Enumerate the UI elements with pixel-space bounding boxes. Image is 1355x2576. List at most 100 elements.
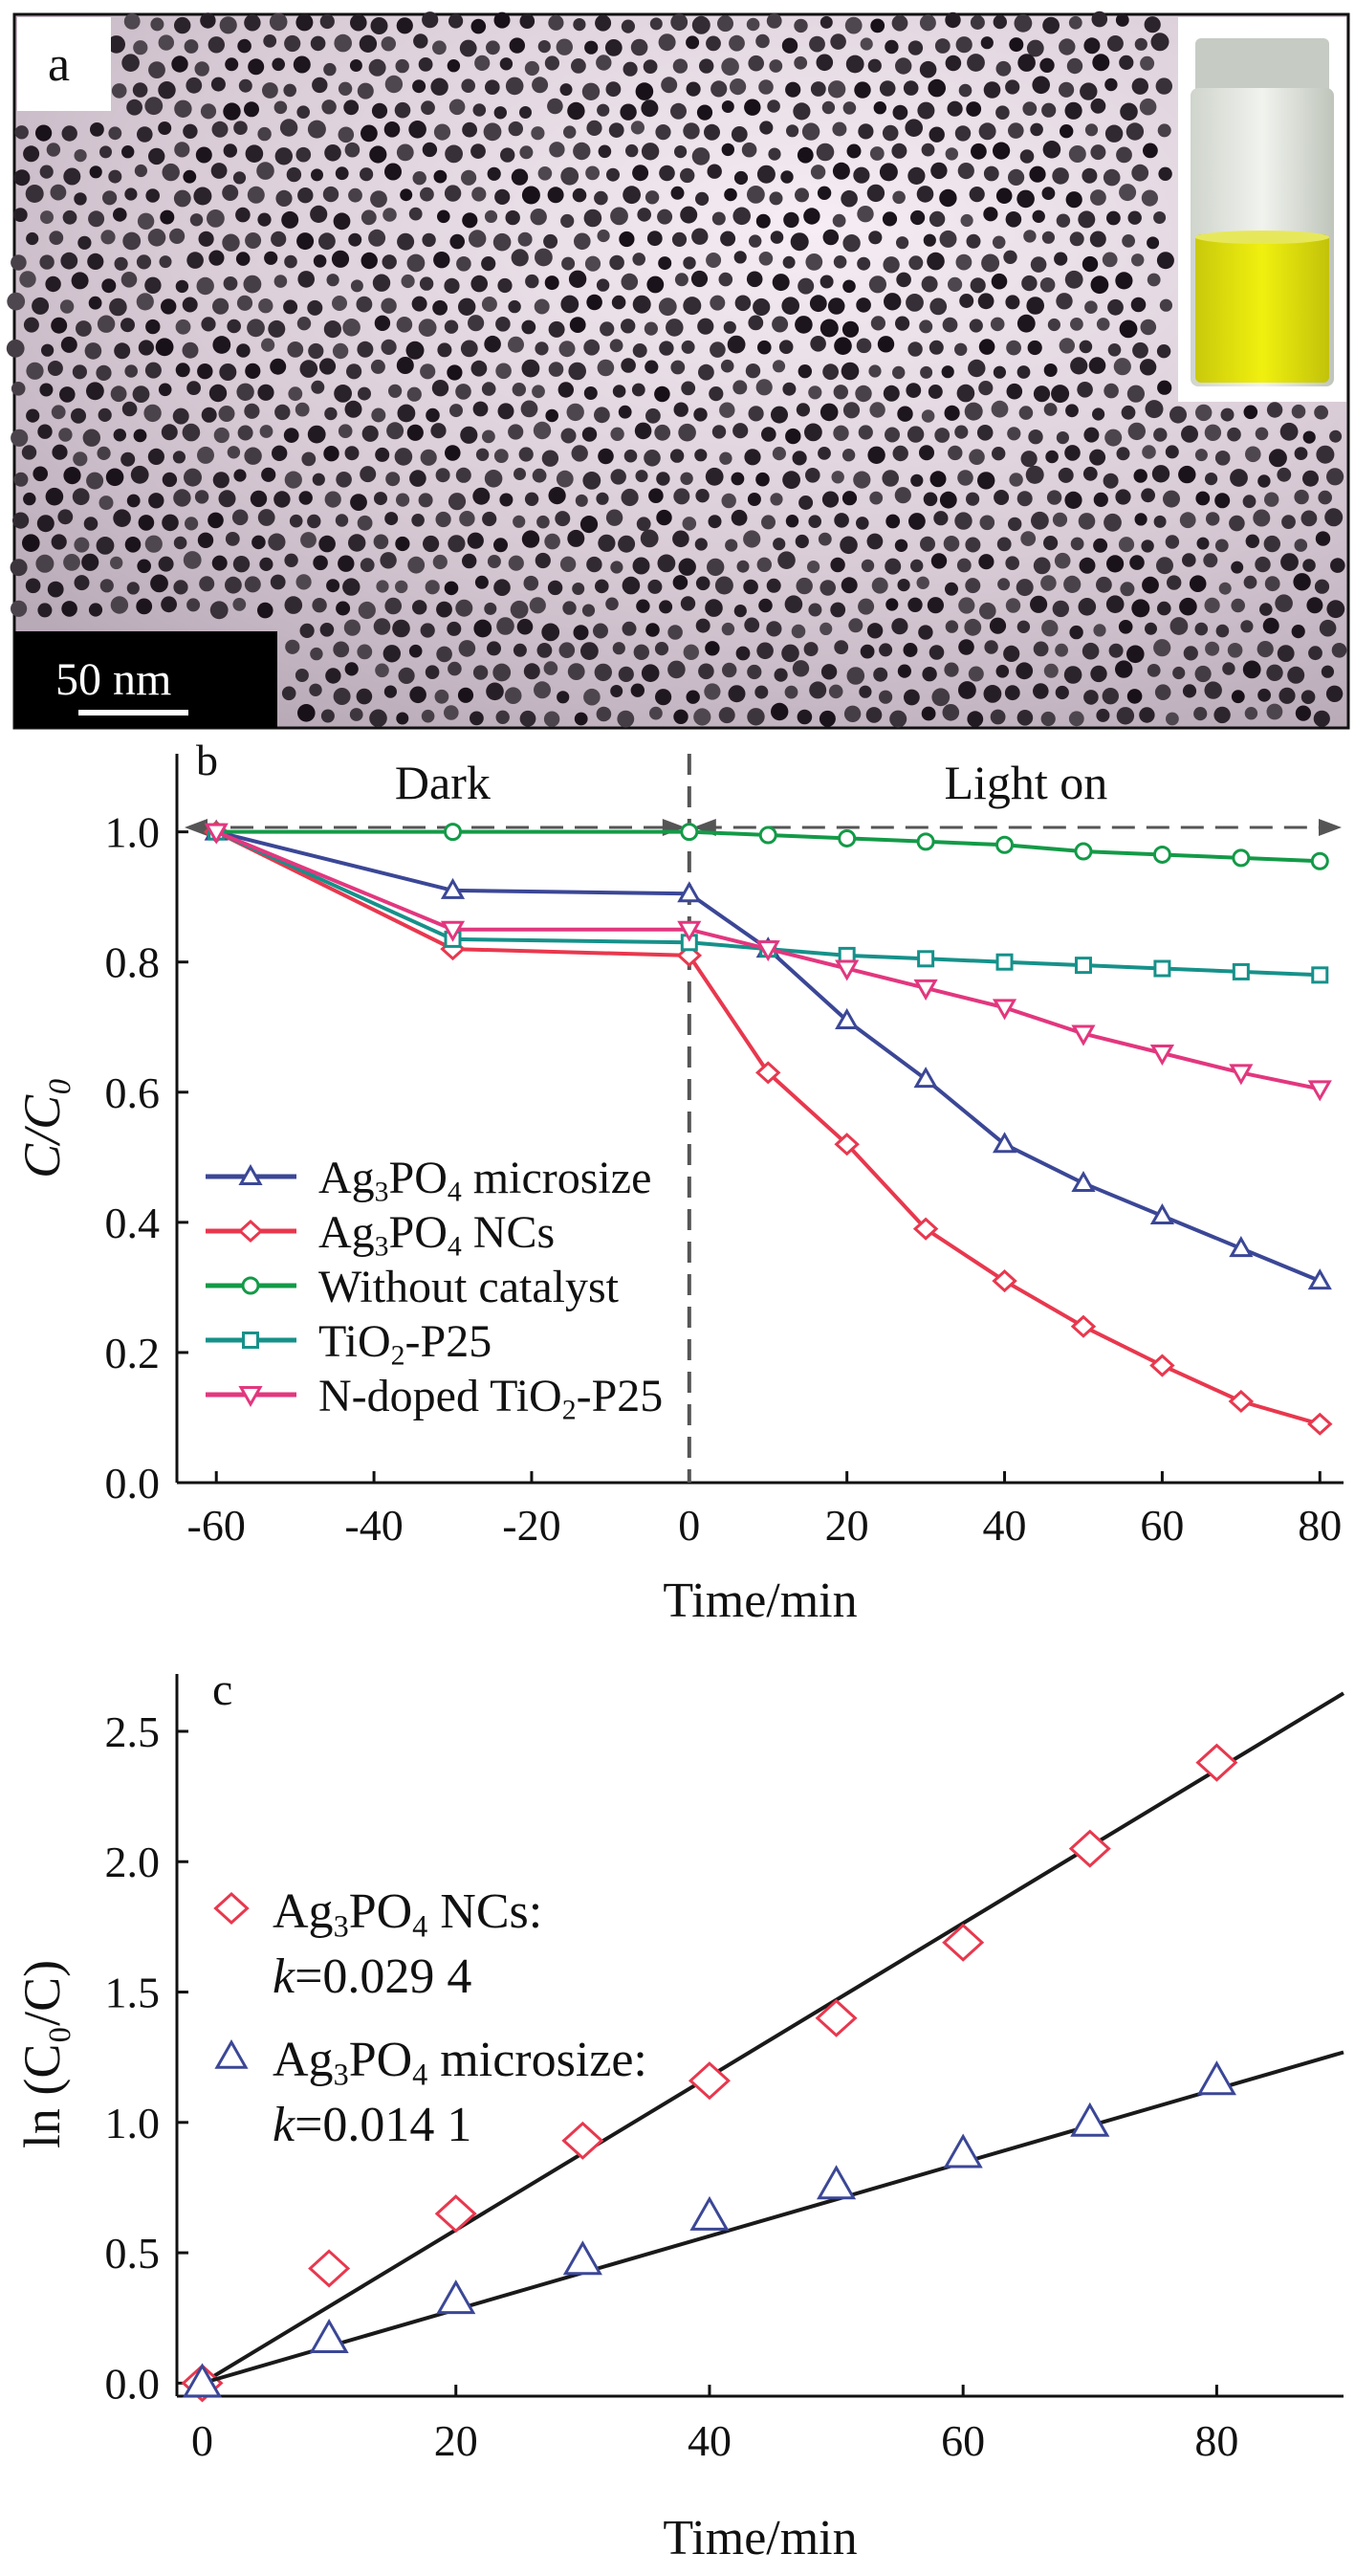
nanoparticle	[408, 644, 423, 658]
nanoparticle	[680, 472, 693, 485]
nanoparticle	[724, 187, 737, 202]
nanoparticle	[113, 509, 131, 527]
nanoparticle	[484, 335, 501, 353]
nanoparticle	[867, 446, 885, 464]
dark-arrow-head	[185, 819, 208, 836]
nanoparticle	[473, 619, 492, 638]
nanoparticle	[756, 165, 776, 184]
nanoparticle	[720, 231, 736, 247]
nanoparticle	[386, 422, 404, 440]
k-value: =0.014 1	[295, 2098, 471, 2152]
nanoparticle	[917, 101, 935, 120]
data-point-ndoped	[992, 999, 1017, 1021]
nanoparticle	[138, 340, 154, 356]
nanoparticle	[842, 234, 861, 253]
nanoparticle	[456, 256, 471, 272]
nanoparticle	[1016, 365, 1031, 379]
nanoparticle	[307, 120, 326, 139]
nanoparticle	[197, 446, 214, 464]
nanoparticle	[96, 364, 112, 381]
nanoparticle	[1022, 101, 1038, 116]
nanoparticle	[928, 385, 943, 399]
nanoparticle	[770, 231, 784, 244]
nanoparticle	[1147, 236, 1160, 250]
nanoparticle	[174, 99, 192, 119]
nanoparticle	[368, 58, 386, 77]
nanoparticle	[449, 404, 463, 418]
nanoparticle	[534, 681, 551, 699]
nanoparticle	[475, 448, 490, 461]
fit-line-micro	[201, 2050, 1344, 2386]
nanoparticle	[939, 491, 957, 509]
nanoparticle	[459, 511, 475, 527]
nanoparticle	[993, 14, 1008, 30]
nanoparticle	[197, 532, 214, 548]
nanoparticle	[493, 579, 511, 596]
legend-label-micro-part: PO	[389, 1153, 448, 1203]
data-point-tio2	[1311, 966, 1329, 984]
nanoparticle	[907, 597, 923, 612]
data-point-ndoped	[204, 823, 229, 845]
data-point-ndoped	[1307, 1080, 1332, 1102]
nanoparticle	[1287, 666, 1305, 684]
nanoparticle	[535, 341, 549, 356]
nanoparticle	[1302, 470, 1319, 487]
nanoparticle	[892, 445, 908, 462]
nanoparticle	[381, 297, 397, 314]
y-tick-label: 0.8	[105, 938, 161, 987]
nanoparticle	[1065, 404, 1079, 418]
nanoparticle	[1330, 558, 1345, 573]
nanoparticle	[777, 551, 796, 569]
nanoparticle	[60, 252, 78, 270]
nanoparticle	[1051, 385, 1070, 404]
nanoparticle	[1063, 575, 1082, 594]
nanoparticle	[101, 278, 117, 294]
nanoparticle	[373, 534, 389, 550]
nanoparticle	[323, 320, 341, 339]
nanoparticle	[392, 619, 410, 638]
nanoparticle	[40, 210, 54, 225]
nanoparticle	[432, 554, 448, 570]
nanoparticle	[358, 601, 376, 620]
data-point-ncs	[1195, 1743, 1238, 1782]
data-point-ncs	[1070, 1314, 1097, 1338]
nanoparticle	[51, 317, 68, 334]
nanoparticle	[667, 660, 686, 679]
nanoparticle	[661, 77, 678, 94]
nanoparticle	[257, 384, 274, 401]
nanoparticle	[1300, 690, 1316, 704]
nanoparticle	[193, 187, 212, 206]
nanoparticle	[273, 491, 291, 508]
nanoparticle	[686, 81, 701, 97]
nanoparticle	[560, 213, 575, 229]
nanoparticle	[532, 468, 547, 483]
legend-label-ncs-part: PO	[349, 1884, 412, 1939]
nanoparticle	[120, 318, 135, 333]
nanoparticle	[879, 80, 896, 97]
nanoparticle	[820, 15, 833, 29]
nanoparticle	[609, 254, 624, 271]
x-tick-label: 80	[1298, 1501, 1342, 1550]
nanoparticle	[486, 40, 500, 55]
nanoparticle	[796, 577, 813, 595]
nanoparticle	[77, 235, 92, 250]
nanoparticle	[749, 234, 762, 248]
nanoparticle	[897, 664, 912, 678]
nanoparticle	[537, 166, 553, 181]
nanoparticle	[10, 559, 28, 577]
nanoparticle	[567, 663, 585, 680]
nanoparticle	[830, 602, 846, 618]
nanoparticle	[372, 274, 391, 292]
nanoparticle	[26, 231, 39, 246]
legend-label-ncs-part: NCs	[462, 1207, 555, 1258]
nanoparticle	[1043, 403, 1058, 416]
nanoparticle	[270, 574, 286, 590]
nanoparticle	[37, 424, 53, 439]
nanoparticle	[408, 207, 423, 221]
nanoparticle	[1279, 687, 1296, 704]
nanoparticle	[259, 425, 273, 438]
nanoparticle	[820, 403, 839, 422]
nanoparticle	[1181, 425, 1198, 443]
nanoparticle	[121, 145, 135, 159]
